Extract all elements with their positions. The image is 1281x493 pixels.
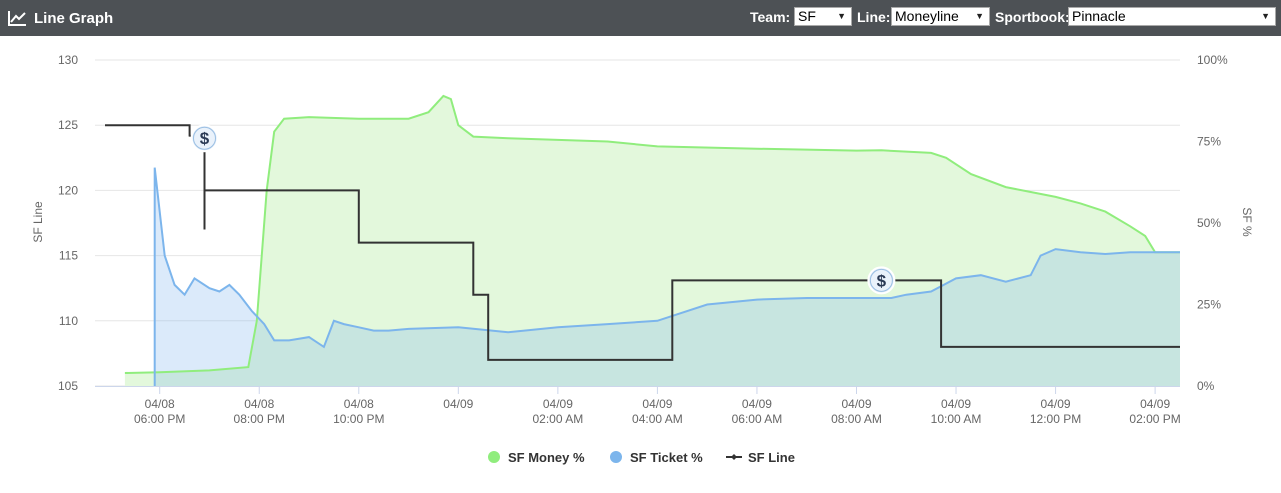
y-tick-left: 130 [58, 53, 78, 67]
sportsbook-label: Sportbook: [995, 9, 1070, 25]
x-tick-date: 04/09 [543, 397, 573, 411]
chart-legend: SF Money % SF Ticket % SF Line [0, 447, 1281, 467]
y-tick-left: 110 [59, 314, 78, 328]
legend-money-label: SF Money % [508, 449, 585, 465]
legend-money-marker [488, 451, 500, 463]
ticket-area [154, 167, 1181, 386]
x-tick-time: 06:00 PM [134, 412, 185, 426]
chevron-down-icon: ▼ [975, 11, 984, 21]
y-tick-right: 50% [1197, 216, 1221, 230]
legend-ticket-marker [610, 451, 622, 463]
legend-line-label: SF Line [748, 449, 795, 465]
x-tick-time: 10:00 PM [333, 412, 384, 426]
x-tick-time: 02:00 PM [1129, 412, 1180, 426]
y-tick-right: 25% [1197, 298, 1221, 312]
page-title: Line Graph [34, 9, 114, 27]
y-axis-right-title: SF % [1240, 207, 1254, 237]
dollar-marker-ring [192, 126, 216, 150]
x-tick-time: 08:00 PM [234, 412, 285, 426]
legend-line-marker [726, 454, 742, 460]
team-select-value: SF [798, 8, 816, 24]
line-chart-icon [8, 11, 26, 26]
dollar-icon: $ [877, 271, 887, 290]
brand: Line Graph [8, 8, 113, 28]
x-tick-date: 04/09 [841, 397, 871, 411]
legend-item-money[interactable]: SF Money % [488, 447, 585, 467]
x-tick-time: 10:00 AM [931, 412, 982, 426]
x-tick-time: 02:00 AM [533, 412, 584, 426]
line-change-marker[interactable]: $ [867, 266, 896, 295]
x-tick-time: 08:00 AM [831, 412, 882, 426]
y-tick-right: 0% [1197, 379, 1215, 393]
x-tick-time: 04:00 AM [632, 412, 683, 426]
header-bar: Line Graph Team: SF ▼ Line: Moneyline ▼ … [0, 0, 1281, 36]
team-label: Team: [750, 9, 791, 25]
x-tick-time: 12:00 PM [1030, 412, 1081, 426]
chevron-down-icon: ▼ [837, 11, 846, 21]
money-area [124, 95, 1180, 387]
line-select-value: Moneyline [895, 8, 959, 24]
y-tick-left: 125 [58, 118, 78, 132]
x-tick-date: 04/08 [244, 397, 274, 411]
y-tick-left: 115 [59, 249, 78, 263]
y-tick-right: 75% [1197, 135, 1221, 149]
x-tick-date: 04/09 [642, 397, 672, 411]
x-tick-date: 04/08 [145, 397, 175, 411]
dollar-marker-ring [869, 268, 893, 292]
y-tick-left: 120 [58, 183, 78, 197]
y-tick-left: 105 [58, 379, 78, 393]
legend-item-ticket[interactable]: SF Ticket % [610, 447, 703, 467]
line-graph-chart: 1051101151201251300%25%50%75%100%04/0806… [31, 53, 1254, 426]
sportsbook-select-value: Pinnacle [1072, 8, 1126, 24]
x-tick-date: 04/09 [941, 397, 971, 411]
dollar-icon: $ [200, 129, 210, 148]
chevron-down-icon: ▼ [1261, 11, 1270, 21]
legend-ticket-label: SF Ticket % [630, 449, 703, 465]
y-axis-left-title: SF Line [31, 201, 45, 243]
line-label: Line: [857, 9, 891, 25]
x-tick-date: 04/08 [344, 397, 374, 411]
x-tick-time: 06:00 AM [732, 412, 783, 426]
line-change-marker[interactable]: $ [190, 124, 219, 153]
x-tick-date: 04/09 [742, 397, 772, 411]
team-select[interactable]: SF ▼ [794, 7, 852, 26]
x-tick-date: 04/09 [443, 397, 473, 411]
line-select[interactable]: Moneyline ▼ [891, 7, 990, 26]
legend-item-line[interactable]: SF Line [726, 447, 795, 467]
x-tick-date: 04/09 [1140, 397, 1170, 411]
money-series-line [124, 94, 1180, 374]
sportsbook-select[interactable]: Pinnacle ▼ [1068, 7, 1276, 26]
x-tick-date: 04/09 [1041, 397, 1071, 411]
y-tick-right: 100% [1197, 53, 1228, 67]
ticket-series-line [153, 167, 1180, 386]
